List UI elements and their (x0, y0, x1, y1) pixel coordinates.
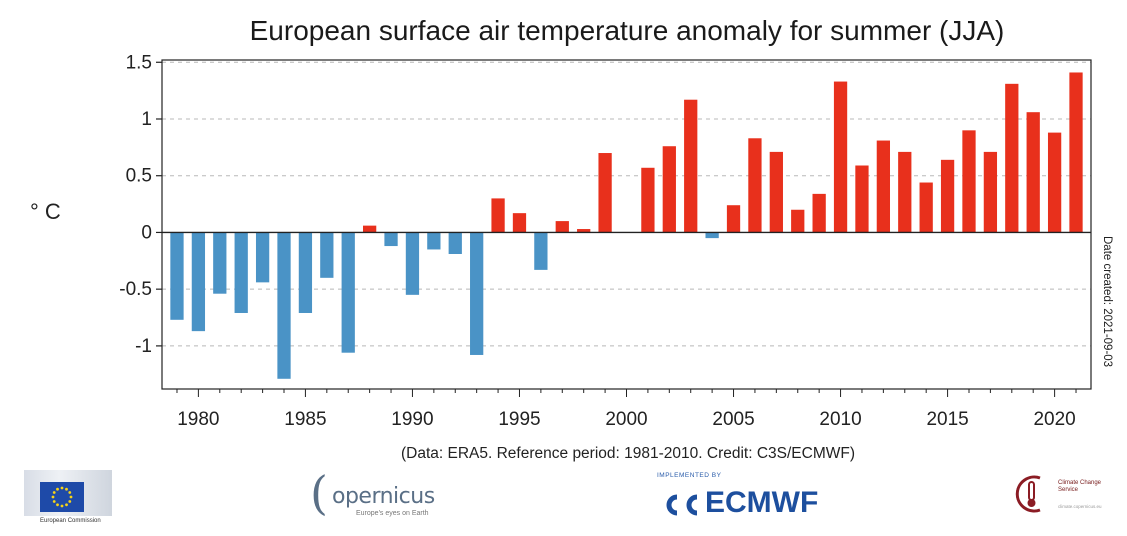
bar-2010 (833, 81, 848, 233)
y-tick-label: 1 (141, 109, 152, 130)
bar-2003 (684, 99, 698, 233)
bar-1990 (405, 232, 420, 295)
bar-2014 (919, 182, 933, 233)
bar-2020 (1047, 132, 1062, 233)
copernicus-logo: ( opernicus Europe's eyes on Earth (310, 466, 450, 526)
bar-2002 (662, 146, 676, 233)
ecmwf-logo: IMPLEMENTED BY ECMWF (655, 472, 825, 522)
y-tick-label: 0.5 (126, 166, 152, 187)
y-tick-label: 0 (141, 222, 152, 243)
y-tick-label: 1.5 (126, 52, 152, 73)
bar-2009 (812, 193, 826, 233)
thermometer-icon (1015, 475, 1041, 513)
bar-1988 (362, 225, 377, 233)
ecmwf-wordmark: ECMWF (705, 486, 819, 519)
chart-title: European surface air temperature anomaly… (250, 15, 1005, 46)
x-tick-label: 1995 (498, 409, 540, 430)
bar-2015 (940, 159, 955, 233)
bar-1984 (277, 232, 291, 379)
bar-2021 (1069, 72, 1083, 233)
copernicus-wordmark: opernicus (332, 484, 435, 509)
bar-2001 (641, 167, 655, 233)
bar-2005 (726, 205, 741, 233)
climate-change-service-logo: Climate Change Service climate.copernicu… (1010, 470, 1120, 520)
date-created-note: Date created: 2021-09-03 (1101, 236, 1113, 367)
ecmwf-mark-icon (666, 494, 698, 516)
bar-1994 (491, 198, 505, 233)
copernicus-c-icon: ( (310, 466, 328, 520)
x-tick-label: 1990 (391, 409, 433, 430)
bar-2017 (983, 151, 998, 233)
bar-1993 (470, 232, 484, 355)
bar-2019 (1026, 112, 1040, 233)
bar-2008 (791, 209, 805, 233)
axes: -1 -0.5 0 0.5 1 1.5 1980 1985 1990 1995 2000 2005 20… (119, 52, 1092, 430)
eu-logo-caption: European Commission (40, 518, 101, 524)
bar-2004 (705, 232, 719, 239)
ecmwf-implemented-by: IMPLEMENTED BY (657, 472, 722, 479)
bar-1981 (213, 232, 227, 294)
x-tick-label: 2005 (712, 409, 754, 430)
bar-1992 (448, 232, 462, 254)
credit-note: (Data: ERA5. Reference period: 1981-2010… (401, 445, 855, 462)
bar-2013 (898, 151, 912, 233)
c3s-url: climate.copernicus.eu (1058, 504, 1102, 509)
bar-2007 (769, 151, 783, 233)
european-commission-logo: European Commission (20, 466, 116, 532)
y-axis-unit-label: ° C (30, 199, 61, 224)
bar-1999 (598, 153, 612, 233)
bar-2018 (1005, 83, 1019, 233)
eu-flag-icon (40, 482, 84, 512)
x-tick-label: 2000 (605, 409, 647, 430)
bar-1998 (577, 229, 591, 233)
bar-2006 (748, 138, 762, 233)
bar-1982 (234, 232, 248, 313)
bar-1996 (534, 232, 548, 270)
bar-2011 (855, 165, 869, 233)
bar-1989 (384, 232, 398, 247)
x-tick-label: 1985 (284, 409, 326, 430)
bar-1986 (320, 232, 334, 278)
y-tick-label: -0.5 (119, 279, 152, 300)
bar-1987 (341, 232, 355, 353)
bar-1979 (170, 232, 184, 320)
c3s-name: Climate Change Service (1058, 480, 1102, 493)
bar-1997 (555, 221, 569, 233)
bar-1980 (191, 232, 206, 332)
bar-2012 (876, 140, 891, 233)
copernicus-tagline: Europe's eyes on Earth (356, 510, 429, 517)
bar-1985 (298, 232, 313, 313)
bar-1995 (512, 213, 527, 233)
x-tick-label: 2020 (1033, 409, 1075, 430)
bar-1991 (427, 232, 441, 250)
bars (170, 72, 1083, 379)
x-tick-label: 2015 (926, 409, 968, 430)
bar-2016 (962, 130, 976, 233)
y-tick-label: -1 (135, 336, 152, 357)
grid-lines (162, 61, 1091, 347)
x-tick-label: 2010 (819, 409, 861, 430)
bar-1983 (255, 232, 270, 283)
x-tick-label: 1980 (177, 409, 219, 430)
